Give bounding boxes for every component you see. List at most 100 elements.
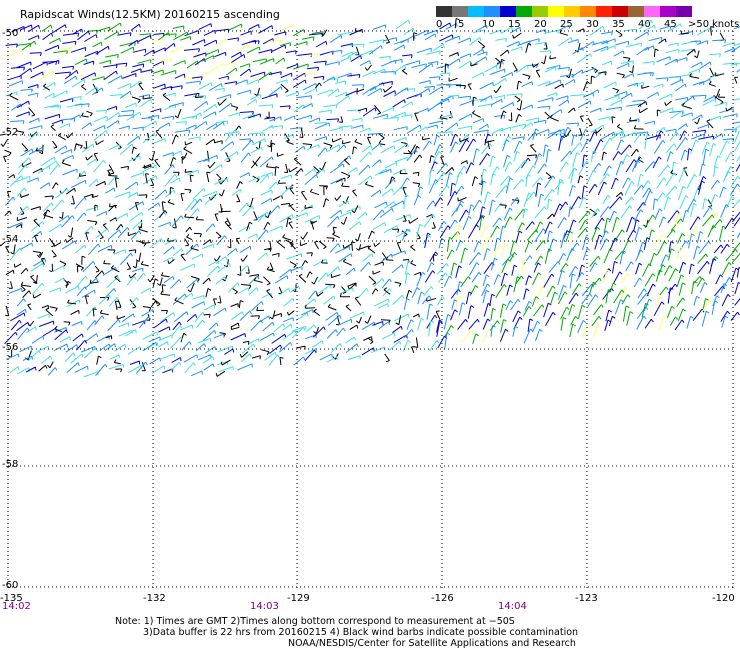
wind-barb <box>644 273 654 287</box>
wind-barb-tick <box>436 134 441 138</box>
wind-barb-tick <box>579 142 583 146</box>
wind-barb <box>280 72 292 79</box>
wind-barb-tick <box>167 260 170 264</box>
wind-barb <box>141 263 149 267</box>
wind-barb <box>62 32 79 36</box>
wind-barb-tick <box>380 88 383 92</box>
wind-barb <box>469 262 478 276</box>
wind-barb-tick <box>650 318 654 323</box>
wind-barb-tick <box>481 214 486 218</box>
wind-barb-tick <box>350 125 353 130</box>
wind-barb <box>58 215 69 223</box>
wind-barb <box>384 201 395 209</box>
wind-barb <box>153 32 165 35</box>
wind-barb-tick <box>174 174 178 178</box>
wind-barb-tick <box>234 129 238 134</box>
wind-barb <box>368 45 382 55</box>
wind-barb <box>533 262 539 273</box>
wind-barb <box>543 29 559 34</box>
wind-barb-tick <box>573 167 578 171</box>
wind-barb-tick <box>270 198 273 203</box>
wind-barb <box>289 205 296 212</box>
wind-barb <box>578 197 584 209</box>
wind-barb <box>249 274 259 277</box>
wind-barb <box>570 168 575 184</box>
wind-barb-tick <box>561 270 566 273</box>
wind-barb <box>418 63 433 74</box>
wind-barb <box>292 72 305 81</box>
wind-barb <box>275 57 285 65</box>
wind-barb <box>422 295 430 305</box>
wind-barb <box>378 303 389 309</box>
wind-barb-tick <box>184 213 187 218</box>
wind-barb <box>248 23 259 30</box>
wind-barb <box>172 293 186 305</box>
wind-barb-tick <box>548 198 553 202</box>
wind-barb <box>158 122 170 130</box>
wind-barb <box>708 53 721 56</box>
wind-barb-tick <box>523 136 525 141</box>
wind-barb-tick <box>145 173 149 175</box>
wind-barb <box>107 75 122 84</box>
wind-barb <box>53 50 68 54</box>
wind-barb-tick <box>198 48 200 53</box>
wind-barb <box>226 248 237 256</box>
wind-barb-tick <box>682 297 686 301</box>
wind-barb <box>191 253 203 260</box>
wind-barb <box>677 233 683 244</box>
wind-barb-tick <box>214 330 217 334</box>
legend-label: 15 <box>508 19 521 30</box>
wind-barb-tick <box>311 103 313 108</box>
wind-barb-tick <box>286 139 290 143</box>
wind-barb-tick <box>374 86 377 90</box>
wind-barb <box>697 124 709 130</box>
wind-barb-tick <box>680 274 685 278</box>
wind-barb <box>38 320 54 327</box>
wind-barb-tick <box>476 262 480 266</box>
wind-barb-tick <box>597 324 601 328</box>
wind-barb <box>50 105 61 108</box>
wind-barb <box>690 203 695 218</box>
wind-barb <box>97 26 110 32</box>
wind-barb <box>291 326 304 339</box>
wind-barb <box>736 155 740 162</box>
wind-barb-tick <box>709 28 711 32</box>
wind-barb-tick <box>443 220 447 225</box>
wind-barb <box>499 225 504 240</box>
wind-barb <box>561 126 569 142</box>
wind-barb-tick <box>474 176 479 180</box>
wind-barb <box>545 172 552 178</box>
wind-barb <box>637 292 648 305</box>
wind-barb <box>44 195 54 198</box>
wind-barb <box>609 99 622 106</box>
wind-barb-tick <box>620 139 625 143</box>
wind-barb <box>95 181 106 187</box>
wind-barb <box>721 294 729 307</box>
wind-barb-tick <box>596 226 601 230</box>
legend-label: 10 <box>482 19 495 30</box>
wind-barb-tick <box>113 359 117 363</box>
wind-barb <box>579 129 587 141</box>
wind-barb <box>383 289 391 295</box>
wind-barb-tick <box>694 174 698 178</box>
wind-barb-tick <box>370 341 374 345</box>
wind-barb <box>313 310 321 317</box>
wind-barb <box>465 291 470 305</box>
wind-barb <box>577 228 586 238</box>
lat-tick-label: -60 <box>2 580 18 591</box>
wind-barb-tick <box>281 125 284 130</box>
wind-barb <box>268 354 278 366</box>
wind-barb <box>655 126 665 134</box>
wind-barb-tick <box>76 344 79 349</box>
wind-barb <box>230 333 246 341</box>
wind-barb <box>586 89 599 97</box>
wind-barb-tick <box>292 298 295 302</box>
wind-barb <box>37 165 50 174</box>
wind-barb-tick <box>467 276 471 280</box>
wind-barb <box>28 117 40 123</box>
wind-barb-tick <box>38 25 40 29</box>
wind-barb <box>49 361 54 369</box>
wind-barb <box>490 225 498 238</box>
wind-barb <box>99 343 110 352</box>
wind-barb-tick <box>528 300 533 304</box>
